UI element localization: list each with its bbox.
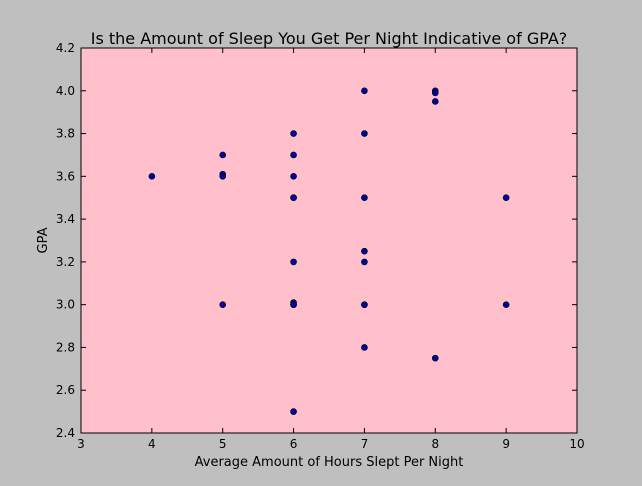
x-tick-label: 10: [569, 437, 584, 451]
data-point: [361, 87, 368, 95]
data-point: [361, 258, 368, 266]
data-point: [219, 301, 227, 308]
data-point: [148, 173, 156, 180]
x-tick-label: 3: [77, 437, 85, 451]
data-point: [290, 258, 297, 266]
y-tick-label: 4.0: [56, 84, 75, 98]
x-tick-label: 9: [502, 437, 510, 451]
y-tick-label: 3.0: [56, 298, 75, 312]
y-tick-label: 2.8: [56, 340, 75, 354]
y-tick-label: 4.2: [56, 41, 75, 55]
data-point: [290, 194, 297, 202]
y-tick-label: 3.2: [56, 255, 75, 269]
data-point: [219, 151, 227, 159]
plot-frame: [80, 47, 578, 434]
y-tick-label: 3.6: [56, 169, 75, 183]
data-point: [290, 130, 297, 137]
data-point: [361, 194, 368, 202]
data-point: [431, 354, 439, 362]
y-tick-label: 2.4: [56, 426, 75, 440]
y-tick-label: 2.6: [56, 383, 75, 397]
data-point: [290, 408, 297, 415]
x-tick-label: 4: [148, 437, 156, 451]
data-point: [431, 98, 439, 105]
data-point: [502, 194, 510, 202]
y-tick-label: 3.8: [56, 127, 75, 141]
data-point: [290, 151, 297, 159]
data-point: [219, 173, 227, 180]
x-tick-label: 8: [431, 437, 439, 451]
ticks-layer: 3 4 5 6 7 8 9 10 2.4 2.6 2.8 3.0 3.2 3.4 3.6 3.8 4.0 4.2: [56, 41, 585, 451]
x-tick-label: 6: [290, 437, 298, 451]
data-point: [361, 301, 368, 308]
x-axis-label: Average Amount of Hours Slept Per Night: [195, 455, 464, 470]
data-point: [502, 301, 510, 308]
x-tick-label: 5: [219, 437, 227, 451]
data-point: [290, 173, 297, 180]
chart-title: Is the Amount of Sleep You Get Per Night…: [91, 29, 568, 48]
data-point: [361, 247, 368, 255]
data-point: [361, 130, 368, 137]
data-point: [361, 344, 368, 351]
plot-area: [81, 48, 577, 433]
y-axis-label: GPA: [36, 227, 51, 253]
data-point: [431, 89, 439, 97]
y-tick-label: 3.4: [56, 212, 75, 226]
points-layer: [148, 87, 510, 415]
data-point: [290, 301, 297, 308]
x-tick-label: 7: [361, 437, 369, 451]
